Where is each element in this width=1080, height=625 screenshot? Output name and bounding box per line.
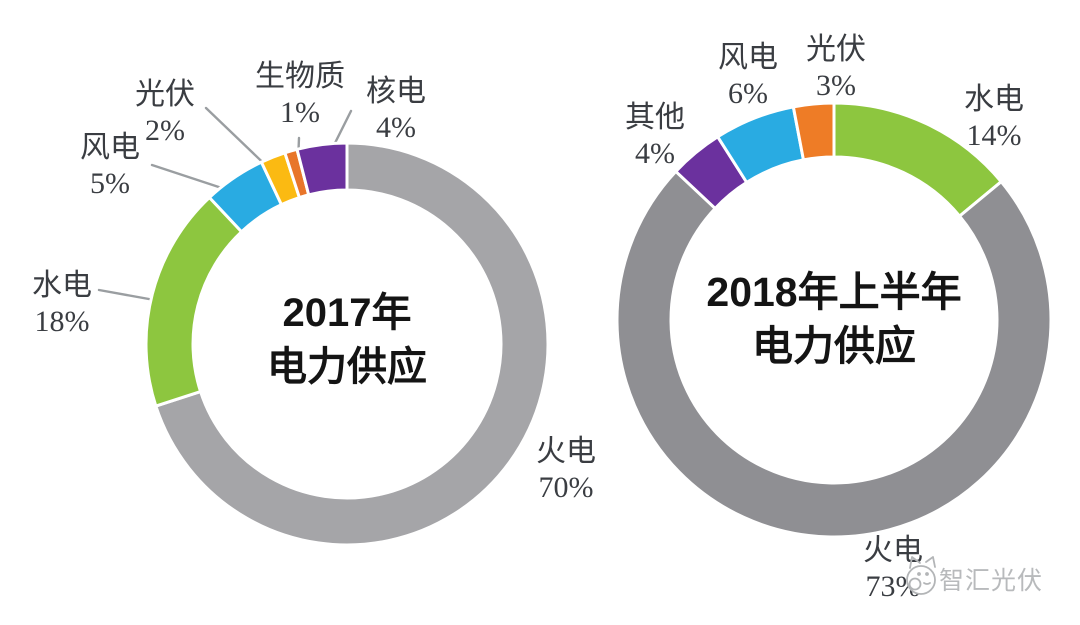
donut-slice-guangfu-1 xyxy=(791,101,836,162)
label-2018-huodian-name: 火电 xyxy=(863,534,923,567)
label-2018-qita-pct: 4% xyxy=(635,137,675,170)
label-2017-hedian-name: 核电 xyxy=(366,75,426,108)
label-2018-fengdian-pct: 6% xyxy=(728,77,768,110)
label-2017-fengdian-pct: 5% xyxy=(90,167,130,200)
label-2017-fengdian: 风电 5% xyxy=(55,130,165,202)
cat-face-logo-icon xyxy=(906,556,936,595)
label-2017-fengdian-name: 风电 xyxy=(80,131,140,164)
donut-title-2018h1: 2018年上半年 电力供应 xyxy=(674,265,994,373)
label-2017-shuidian-name: 水电 xyxy=(32,269,92,302)
donut-title-2017: 2017年 电力供应 xyxy=(197,286,497,394)
donut-title-2017-line2: 电力供应 xyxy=(267,345,427,389)
donut-2018h1 xyxy=(615,101,1053,539)
label-2017-guangfu: 光伏 2% xyxy=(110,77,220,149)
donut-title-2018h1-line1: 2018年上半年 xyxy=(706,269,962,315)
label-2017-huodian-name: 火电 xyxy=(536,435,596,468)
label-2017-hedian-pct: 4% xyxy=(376,111,416,144)
donut-slice-huodian-1 xyxy=(615,169,1053,539)
label-2018-shuidian: 水电 14% xyxy=(939,82,1049,154)
label-2018-shuidian-pct: 14% xyxy=(966,119,1022,152)
label-2018-qita: 其他 4% xyxy=(600,100,710,172)
label-2017-shengwuzhi-pct: 1% xyxy=(280,96,320,129)
donut-slice-huodian-0 xyxy=(154,141,550,547)
label-2017-guangfu-name: 光伏 xyxy=(135,78,195,111)
label-2018-guangfu: 光伏 3% xyxy=(781,32,891,104)
label-2018-fengdian: 风电 6% xyxy=(693,40,803,112)
label-2017-huodian-pct: 70% xyxy=(538,471,594,504)
watermark-text: 智汇光伏 xyxy=(939,568,1044,595)
label-2017-shuidian: 水电 18% xyxy=(7,268,117,340)
donut-2017 xyxy=(144,141,550,547)
label-2018-qita-name: 其他 xyxy=(625,101,685,134)
label-2018-guangfu-name: 光伏 xyxy=(806,33,866,66)
label-2017-guangfu-pct: 2% xyxy=(145,114,185,147)
label-2017-shengwuzhi-name: 生物质 xyxy=(255,60,345,93)
label-2017-hedian: 核电 4% xyxy=(341,74,451,146)
donut-title-2017-line1: 2017年 xyxy=(282,291,412,335)
label-2017-huodian: 火电 70% xyxy=(511,434,621,506)
label-2017-shuidian-pct: 18% xyxy=(34,305,90,338)
label-2017-shengwuzhi: 生物质 1% xyxy=(245,59,355,131)
donut-title-2018h1-line2: 电力供应 xyxy=(752,323,916,369)
label-2018-shuidian-name: 水电 xyxy=(964,83,1024,116)
watermark: 智汇光伏 xyxy=(903,551,1080,606)
donut-slice-hedian-0 xyxy=(295,141,349,197)
label-2018-guangfu-pct: 3% xyxy=(816,69,856,102)
label-2018-fengdian-name: 风电 xyxy=(718,41,778,74)
